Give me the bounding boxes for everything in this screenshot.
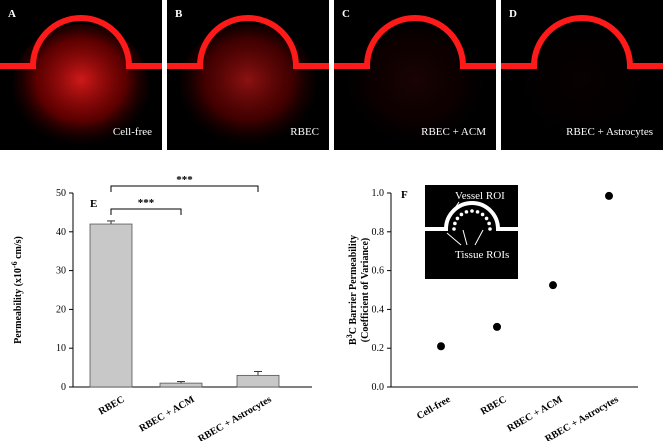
data-point xyxy=(437,342,445,351)
y-tick-label: 0.6 xyxy=(372,266,385,277)
y-tick-label: 40 xyxy=(56,227,66,238)
x-tick-label: Cell-free xyxy=(415,394,453,422)
tissue-roi-dot xyxy=(459,212,464,217)
tissue-glow xyxy=(514,24,650,148)
panel-c-image xyxy=(334,15,496,148)
y-tick-label: 20 xyxy=(56,304,66,315)
data-point xyxy=(549,281,557,290)
inset-arrow xyxy=(474,229,484,246)
y-tick-label: 0 xyxy=(61,382,66,393)
panel-c-label: C xyxy=(342,8,350,20)
panel-d: D RBEC + Astrocytes xyxy=(501,0,663,150)
y-tick-label: 10 xyxy=(56,343,66,354)
tissue-glow xyxy=(13,24,149,148)
y-axis-label: B3C Barrier Permeability (Coefficient of … xyxy=(345,235,372,345)
panel-c: C RBEC + ACM xyxy=(334,0,496,150)
y-tick-label: 30 xyxy=(56,266,66,277)
vessel-wall xyxy=(0,15,162,69)
x-tick-label: RBEC xyxy=(479,394,509,417)
vessel-wall xyxy=(501,15,663,69)
y-tick-label: 50 xyxy=(56,188,66,199)
y-axis-label-line2: (Coefficient of Variance) xyxy=(360,238,371,342)
inset-arrow xyxy=(462,229,468,246)
tissue-roi-dot xyxy=(453,221,457,226)
panel-b-label: B xyxy=(175,8,183,20)
inset-tissue-label: Tissue ROIs xyxy=(455,249,509,261)
inset-vessel xyxy=(425,201,518,231)
y-tick-label: 0.2 xyxy=(372,343,385,354)
data-point xyxy=(605,191,613,200)
significance-bracket xyxy=(110,208,182,215)
inset-arrow xyxy=(446,232,462,246)
panel-d-image xyxy=(501,15,663,148)
tissue-roi-dot xyxy=(484,216,489,221)
y-tick-label: 0.8 xyxy=(372,227,385,238)
tissue-roi-dot xyxy=(480,212,485,217)
inset-vessel-label: Vessel ROI xyxy=(455,190,505,202)
tissue-roi-dot xyxy=(487,221,491,226)
y-axis-label: Permeability (x10-6 cm/s) xyxy=(10,236,25,344)
y-tick-label: 0.4 xyxy=(372,304,385,315)
significance-bracket xyxy=(110,185,259,192)
tissue-roi-dot xyxy=(488,227,492,231)
inset-arrow xyxy=(452,201,460,212)
tissue-roi-dot xyxy=(452,227,456,231)
y-tick-label: 1.0 xyxy=(372,188,385,199)
panel-b-condition: RBEC xyxy=(290,126,319,138)
tissue-roi-dot xyxy=(455,216,460,221)
inset-background xyxy=(425,185,518,279)
bar xyxy=(89,223,133,388)
panel-b: B RBEC xyxy=(167,0,329,150)
significance-label: *** xyxy=(138,197,155,209)
chart-f-panel-label: F xyxy=(401,189,408,201)
panel-b-image xyxy=(167,15,329,148)
data-point xyxy=(493,322,501,331)
y-tick-label: 0.0 xyxy=(372,382,385,393)
panel-a: A Cell-free xyxy=(0,0,162,150)
panel-a-condition: Cell-free xyxy=(112,126,152,138)
tissue-roi-dot xyxy=(475,210,480,214)
chart-e-panel-label: E xyxy=(90,198,97,210)
panel-d-label: D xyxy=(509,8,517,20)
tissue-glow xyxy=(180,24,316,148)
panel-a-label: A xyxy=(8,8,16,20)
panel-a-image xyxy=(0,15,162,148)
y-axis-label-line1: B3C Barrier Permeability xyxy=(345,235,360,345)
significance-label: *** xyxy=(176,174,193,186)
panel-d-condition: RBEC + Astrocytes xyxy=(566,126,653,138)
vessel-wall xyxy=(167,15,329,69)
tissue-roi-dot xyxy=(470,209,474,213)
tissue-roi-dot xyxy=(464,210,469,214)
vessel-wall xyxy=(334,15,496,69)
panel-c-condition: RBEC + ACM xyxy=(421,126,486,138)
tissue-glow xyxy=(347,24,483,148)
